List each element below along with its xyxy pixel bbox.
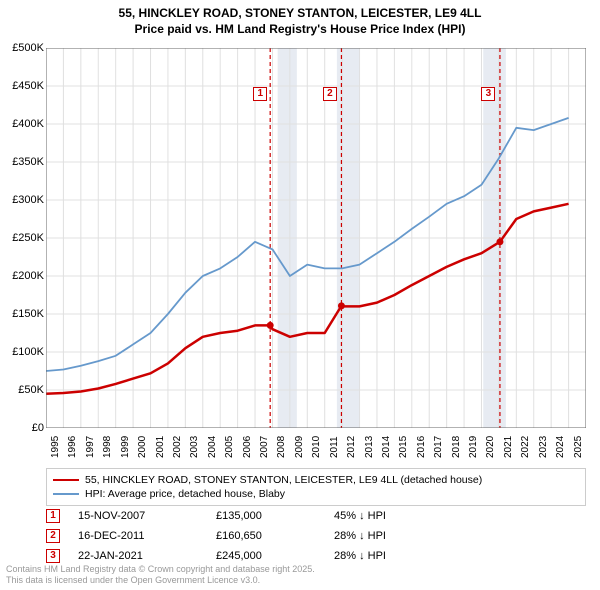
x-axis-tick-label: 2018 [451, 436, 462, 458]
y-axis-tick-label: £450K [0, 80, 44, 92]
x-axis-tick-label: 2012 [346, 436, 357, 458]
x-axis-tick-label: 2005 [224, 436, 235, 458]
x-axis-tick-label: 2011 [329, 436, 340, 458]
footer-line-2: This data is licensed under the Open Gov… [6, 575, 315, 586]
x-axis-tick-label: 2017 [433, 436, 444, 458]
y-axis-tick-label: £50K [0, 384, 44, 396]
x-axis-tick-label: 2007 [259, 436, 270, 458]
sale-hpi-diff: 45% ↓ HPI [334, 510, 386, 522]
x-axis-tick-label: 2009 [294, 436, 305, 458]
sale-number-box: 3 [46, 549, 60, 563]
title-line-2: Price paid vs. HM Land Registry's House … [0, 22, 600, 38]
y-axis-tick-label: £100K [0, 346, 44, 358]
sale-row: 1 15-NOV-2007 £135,000 45% ↓ HPI [46, 506, 586, 526]
legend-item-price-paid: 55, HINCKLEY ROAD, STONEY STANTON, LEICE… [53, 473, 579, 487]
sale-row: 3 22-JAN-2021 £245,000 28% ↓ HPI [46, 546, 586, 566]
sale-date: 16-DEC-2011 [78, 530, 198, 542]
chart-plot-area [46, 48, 586, 428]
title-line-1: 55, HINCKLEY ROAD, STONEY STANTON, LEICE… [0, 6, 600, 22]
y-axis-tick-label: £250K [0, 232, 44, 244]
x-axis-tick-label: 2024 [555, 436, 566, 458]
sale-hpi-diff: 28% ↓ HPI [334, 530, 386, 542]
footer-line-1: Contains HM Land Registry data © Crown c… [6, 564, 315, 575]
sale-number-box: 1 [46, 509, 60, 523]
x-axis-tick-label: 1995 [50, 436, 61, 458]
sales-table: 1 15-NOV-2007 £135,000 45% ↓ HPI 2 16-DEC-201… [46, 506, 586, 566]
sale-price: £135,000 [216, 510, 316, 522]
x-axis-tick-label: 2008 [276, 436, 287, 458]
legend-swatch [53, 493, 79, 495]
x-axis-tick-label: 1998 [102, 436, 113, 458]
x-axis-tick-label: 2015 [398, 436, 409, 458]
legend-swatch [53, 479, 79, 481]
y-axis-tick-label: £200K [0, 270, 44, 282]
x-axis-tick-label: 2013 [364, 436, 375, 458]
x-axis-tick-label: 2006 [242, 436, 253, 458]
y-axis-tick-label: £350K [0, 156, 44, 168]
sale-price: £245,000 [216, 550, 316, 562]
legend: 55, HINCKLEY ROAD, STONEY STANTON, LEICE… [46, 468, 586, 506]
x-axis-tick-label: 2000 [137, 436, 148, 458]
x-axis-tick-label: 2023 [538, 436, 549, 458]
sale-date: 15-NOV-2007 [78, 510, 198, 522]
x-axis-tick-label: 2022 [520, 436, 531, 458]
footer-attribution: Contains HM Land Registry data © Crown c… [6, 564, 315, 586]
y-axis-tick-label: £150K [0, 308, 44, 320]
sale-price: £160,650 [216, 530, 316, 542]
x-axis-tick-label: 1997 [85, 436, 96, 458]
y-axis-tick-label: £300K [0, 194, 44, 206]
sale-date: 22-JAN-2021 [78, 550, 198, 562]
sale-marker-3: 3 [481, 87, 495, 101]
sale-hpi-diff: 28% ↓ HPI [334, 550, 386, 562]
y-axis-tick-label: £500K [0, 42, 44, 54]
x-axis-tick-label: 2004 [207, 436, 218, 458]
legend-item-hpi: HPI: Average price, detached house, Blab… [53, 487, 579, 501]
sale-marker-2: 2 [323, 87, 337, 101]
x-axis-tick-label: 2019 [468, 436, 479, 458]
x-axis-tick-label: 2003 [189, 436, 200, 458]
x-axis-tick-label: 2014 [381, 436, 392, 458]
sale-marker-1: 1 [253, 87, 267, 101]
x-axis-tick-label: 2020 [485, 436, 496, 458]
legend-label: 55, HINCKLEY ROAD, STONEY STANTON, LEICE… [85, 474, 482, 486]
x-axis-tick-label: 1996 [67, 436, 78, 458]
sale-number-box: 2 [46, 529, 60, 543]
x-axis-tick-label: 2010 [311, 436, 322, 458]
chart-title: 55, HINCKLEY ROAD, STONEY STANTON, LEICE… [0, 0, 600, 37]
y-axis-tick-label: £0 [0, 422, 44, 434]
y-axis-tick-label: £400K [0, 118, 44, 130]
x-axis-tick-label: 2002 [172, 436, 183, 458]
legend-label: HPI: Average price, detached house, Blab… [85, 488, 285, 500]
sale-row: 2 16-DEC-2011 £160,650 28% ↓ HPI [46, 526, 586, 546]
x-axis-tick-label: 2021 [503, 436, 514, 458]
x-axis-tick-label: 1999 [120, 436, 131, 458]
x-axis-tick-label: 2016 [416, 436, 427, 458]
x-axis-tick-label: 2025 [573, 436, 584, 458]
x-axis-tick-label: 2001 [155, 436, 166, 458]
